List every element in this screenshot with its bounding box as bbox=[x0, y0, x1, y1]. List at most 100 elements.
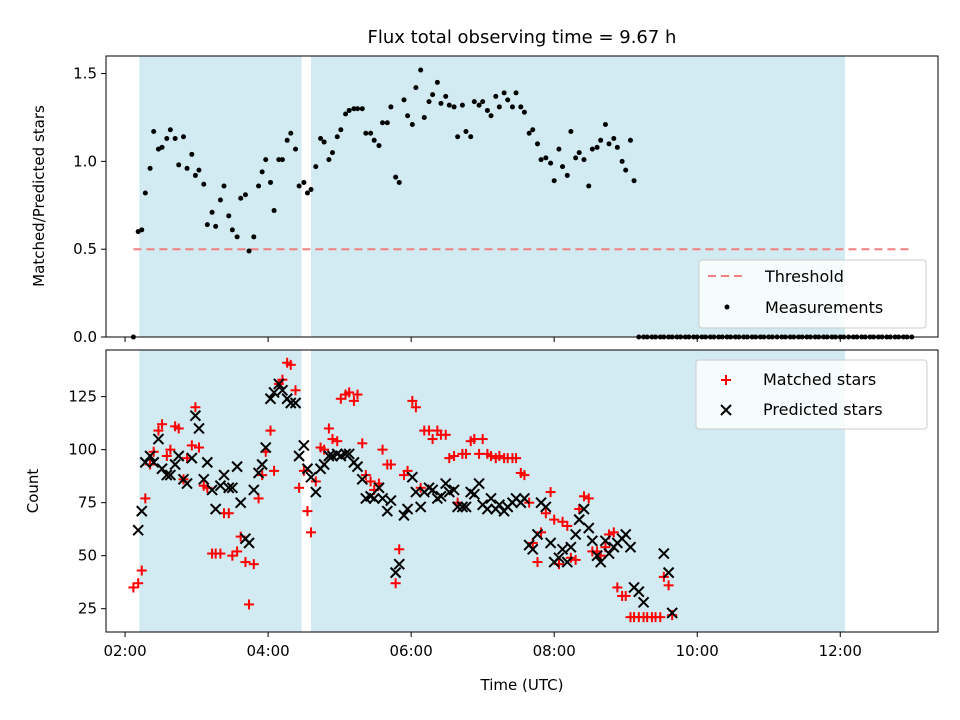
measurement-point bbox=[263, 157, 269, 163]
measurement-point bbox=[560, 164, 566, 170]
measurement-point bbox=[167, 127, 173, 133]
matched-legend-swatch bbox=[721, 375, 731, 385]
matched-star-point bbox=[332, 436, 343, 447]
matched-star-point bbox=[173, 423, 184, 434]
matched-star-point bbox=[285, 359, 296, 370]
measurement-point bbox=[421, 114, 427, 120]
measurement-point bbox=[221, 183, 227, 189]
predicted-star-point bbox=[252, 467, 265, 479]
measurement-point bbox=[279, 157, 285, 163]
predicted-star-point bbox=[276, 384, 289, 396]
matched-star-point bbox=[663, 580, 674, 591]
predicted-star-point bbox=[173, 450, 185, 462]
matched-star-point bbox=[248, 559, 259, 570]
predicted-star-point bbox=[637, 596, 650, 609]
chart-title: Flux total observing time = 9.67 h bbox=[368, 27, 677, 48]
measurement-point bbox=[509, 104, 515, 110]
top-x-ticks bbox=[124, 337, 841, 342]
measurement-point bbox=[396, 179, 402, 185]
predicted-stars-points bbox=[132, 378, 678, 619]
measurement-point bbox=[443, 93, 449, 99]
matched-star-point bbox=[365, 476, 376, 487]
measurement-point bbox=[623, 167, 629, 173]
measurement-point bbox=[204, 222, 210, 228]
measurement-point bbox=[606, 141, 612, 147]
matched-star-point bbox=[140, 493, 151, 504]
predicted-star-point bbox=[406, 471, 419, 483]
predicted-star-point bbox=[144, 450, 156, 462]
measurement-point bbox=[288, 130, 294, 136]
bottom-legend-box bbox=[695, 359, 928, 430]
measurement-point bbox=[589, 146, 595, 152]
predicted-star-point bbox=[583, 522, 595, 534]
measurement-point bbox=[576, 150, 582, 156]
matched-star-point bbox=[545, 487, 556, 498]
predicted-star-point bbox=[234, 496, 247, 509]
matched-star-point bbox=[469, 434, 480, 445]
measurement-point bbox=[480, 99, 486, 105]
measurement-point bbox=[568, 129, 574, 135]
measurement-point bbox=[355, 106, 361, 112]
matched-star-point bbox=[390, 578, 401, 589]
matched-star-point bbox=[136, 565, 147, 576]
predicted-star-point bbox=[573, 513, 585, 526]
predicted-star-point bbox=[310, 486, 322, 498]
predicted-star-point bbox=[594, 556, 607, 568]
predicted-star-point bbox=[343, 448, 355, 460]
matched-star-point bbox=[352, 389, 363, 400]
matched-star-point bbox=[477, 434, 488, 445]
predicted-star-point bbox=[189, 410, 202, 422]
bottom-x-tick-label: 06:00 bbox=[390, 642, 433, 660]
top-y-axis: 0.0 0.5 1.0 1.5 bbox=[73, 65, 106, 346]
predicted-star-point bbox=[435, 490, 447, 503]
predicted-star-point bbox=[376, 492, 389, 505]
measurement-point bbox=[351, 106, 357, 112]
measurement-point bbox=[142, 190, 148, 196]
bottom-y-tick-label: 50 bbox=[78, 547, 97, 565]
predicted-star-point bbox=[209, 503, 222, 515]
matched-star-point bbox=[474, 448, 485, 459]
predicted-star-point bbox=[147, 456, 160, 469]
predicted-legend-marker bbox=[720, 404, 732, 416]
matched-star-point bbox=[424, 425, 435, 436]
measurement-point bbox=[296, 183, 302, 189]
predicted-star-point bbox=[531, 528, 544, 541]
measurement-point bbox=[409, 121, 415, 127]
predicted-star-point bbox=[410, 486, 422, 498]
predicted-star-point bbox=[285, 397, 297, 409]
measurement-point bbox=[501, 90, 507, 96]
matched-star-point bbox=[165, 444, 176, 455]
predicted-star-point bbox=[260, 441, 272, 454]
predicted-star-point bbox=[169, 458, 181, 471]
predicted-star-point bbox=[456, 501, 469, 513]
predicted-star-point bbox=[323, 450, 335, 462]
predicted-star-point bbox=[485, 492, 497, 505]
measurement-point bbox=[238, 195, 244, 201]
matched-star-point bbox=[562, 520, 573, 531]
predicted-star-point bbox=[393, 558, 405, 570]
predicted-star-point bbox=[451, 501, 464, 513]
matched-star-point bbox=[348, 395, 359, 406]
measurement-point bbox=[259, 169, 265, 175]
predicted-star-point bbox=[398, 509, 410, 522]
matched-star-point bbox=[302, 506, 313, 517]
matched-star-point bbox=[540, 508, 551, 519]
bottom-panel-frame bbox=[105, 349, 939, 633]
predicted-star-point bbox=[293, 450, 305, 462]
predicted-star-point bbox=[152, 433, 165, 445]
ratio-panel: 0.0 0.5 1.0 1.5 Flux total observing time =… bbox=[30, 27, 939, 346]
predicted-star-point bbox=[201, 456, 214, 469]
matched-star-point bbox=[377, 444, 388, 455]
measurement-point bbox=[598, 137, 604, 143]
matched-star-point bbox=[532, 557, 543, 568]
predicted-star-point bbox=[553, 552, 565, 564]
measurement-point bbox=[196, 167, 202, 173]
measurement-point bbox=[384, 120, 390, 126]
bottom-legend: Matched stars Predicted stars bbox=[695, 359, 928, 430]
measurement-point bbox=[619, 158, 625, 164]
bottom-x-tick-label: 12:00 bbox=[819, 642, 862, 660]
predicted-star-point bbox=[633, 586, 645, 598]
matched-star-point bbox=[385, 459, 396, 470]
measurement-point bbox=[164, 136, 170, 142]
predicted-star-point bbox=[565, 541, 577, 553]
